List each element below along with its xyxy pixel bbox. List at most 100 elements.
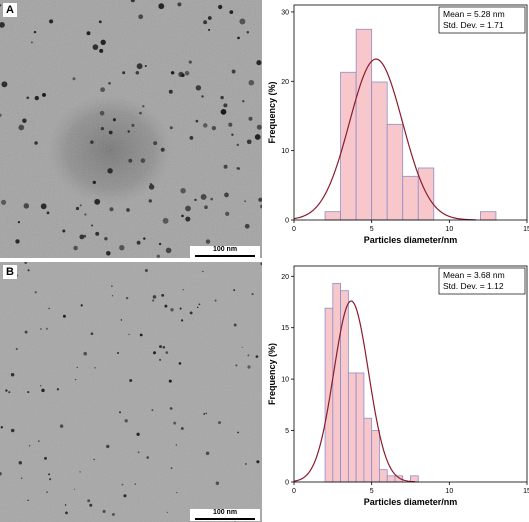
nanoparticle bbox=[131, 123, 135, 127]
nanoparticle bbox=[79, 204, 82, 207]
legend-box bbox=[438, 6, 526, 34]
nanoparticle bbox=[49, 19, 54, 24]
nanoparticle bbox=[15, 347, 18, 351]
nanoparticle bbox=[126, 208, 130, 212]
nanoparticle bbox=[87, 499, 91, 503]
nanoparticle bbox=[83, 351, 87, 356]
nanoparticle bbox=[109, 207, 114, 212]
histogram-b-plot: 0 5 10 15 0 5 10 15 20 Particles diameter/nm Frequ… bbox=[267, 265, 529, 507]
nanoparticle bbox=[233, 323, 237, 327]
nanoparticle bbox=[237, 167, 241, 170]
nanoparticle bbox=[251, 293, 254, 296]
nanoparticle bbox=[0, 22, 5, 28]
x-tick-label: 15 bbox=[523, 226, 529, 233]
nanoparticle bbox=[169, 126, 173, 130]
nanoparticle bbox=[120, 319, 123, 321]
nanoparticle bbox=[62, 229, 66, 233]
nanoparticle bbox=[248, 116, 253, 121]
nanoparticle bbox=[139, 111, 142, 115]
nanoparticle bbox=[0, 113, 2, 117]
nanoparticle bbox=[224, 192, 229, 198]
histogram-a-plot: 0 5 10 15 0 10 20 30 Particles diameter/nm Freque… bbox=[267, 4, 529, 245]
legend-entry: Std. Dev. = 1.71 bbox=[443, 20, 504, 30]
nanoparticle bbox=[134, 483, 136, 485]
histogram-bar bbox=[355, 372, 365, 483]
nanoparticle bbox=[151, 409, 154, 412]
nanoparticle bbox=[203, 413, 206, 415]
nanoparticle bbox=[48, 307, 50, 310]
nanoparticle bbox=[246, 139, 252, 145]
scale-bar-b-line bbox=[195, 518, 255, 520]
nanoparticle bbox=[34, 141, 38, 145]
nanoparticle bbox=[158, 242, 162, 246]
nanoparticle bbox=[153, 141, 158, 146]
nanoparticle bbox=[237, 431, 239, 434]
nanoparticle bbox=[180, 188, 186, 194]
nanoparticle bbox=[111, 512, 115, 516]
histogram-bar bbox=[371, 430, 380, 483]
nanoparticle bbox=[104, 237, 108, 241]
nanoparticle bbox=[204, 205, 208, 210]
y-tick-label: 10 bbox=[281, 377, 289, 384]
nanoparticle bbox=[159, 345, 162, 349]
nanoparticle bbox=[26, 96, 30, 100]
nanoparticle bbox=[33, 30, 37, 34]
nanoparticle bbox=[202, 270, 204, 273]
x-tick-label: 15 bbox=[523, 488, 529, 495]
y-tick-label: 30 bbox=[281, 9, 289, 16]
nanoparticle bbox=[184, 70, 190, 76]
nanoparticle bbox=[220, 95, 224, 100]
nanoparticle bbox=[166, 511, 168, 514]
histogram-bar bbox=[324, 307, 334, 483]
nanoparticle bbox=[0, 426, 3, 429]
nanoparticle bbox=[178, 362, 182, 365]
histogram-bar bbox=[379, 469, 388, 483]
nanoparticle bbox=[165, 247, 172, 254]
nanoparticle bbox=[34, 95, 39, 101]
nanoparticle bbox=[108, 81, 111, 85]
panel-letter-a: A bbox=[3, 3, 17, 17]
nanoparticle bbox=[28, 445, 31, 447]
nanoparticle bbox=[201, 95, 204, 98]
plot-frame bbox=[293, 4, 528, 221]
nanoparticle bbox=[144, 64, 147, 68]
x-axis-label: Particles diameter/nm bbox=[364, 497, 458, 507]
nanoparticle bbox=[260, 204, 262, 209]
nanoparticle bbox=[124, 419, 128, 423]
nanoparticle bbox=[129, 379, 133, 382]
nanoparticle bbox=[38, 440, 40, 442]
nanoparticle bbox=[142, 105, 145, 108]
nanoparticle bbox=[173, 421, 177, 425]
nanoparticle bbox=[158, 3, 165, 10]
nanoparticle bbox=[156, 254, 160, 258]
nanoparticle bbox=[65, 511, 68, 515]
nanoparticle bbox=[211, 125, 217, 131]
nanoparticle bbox=[256, 460, 260, 464]
nanoparticle bbox=[90, 140, 94, 144]
nanoparticle bbox=[80, 304, 83, 307]
histogram-bar bbox=[363, 417, 373, 483]
nanoparticle bbox=[256, 124, 262, 130]
nanoparticle bbox=[236, 143, 240, 147]
nanoparticle bbox=[148, 184, 155, 190]
nanoparticle bbox=[123, 494, 127, 498]
nanoparticle bbox=[94, 198, 101, 205]
nanoparticle bbox=[89, 503, 93, 507]
y-tick-label: 5 bbox=[285, 428, 289, 435]
y-tick-label: 20 bbox=[281, 274, 289, 281]
plot-frame bbox=[293, 265, 528, 483]
nanoparticle bbox=[239, 18, 246, 25]
x-tick-label: 0 bbox=[292, 226, 296, 233]
nanoparticle bbox=[94, 366, 96, 369]
nanoparticle bbox=[223, 103, 228, 108]
nanoparticle bbox=[122, 71, 126, 75]
nanoparticle bbox=[92, 44, 99, 50]
nanoparticle bbox=[138, 14, 144, 20]
histogram-bar bbox=[355, 28, 373, 221]
nanoparticle bbox=[169, 407, 173, 410]
nanoparticle bbox=[127, 130, 130, 133]
nanoparticle bbox=[225, 211, 230, 216]
nanoparticle bbox=[59, 424, 64, 428]
y-tick-label: 15 bbox=[281, 325, 289, 332]
scale-bar-a-label: 100 nm bbox=[212, 246, 238, 253]
